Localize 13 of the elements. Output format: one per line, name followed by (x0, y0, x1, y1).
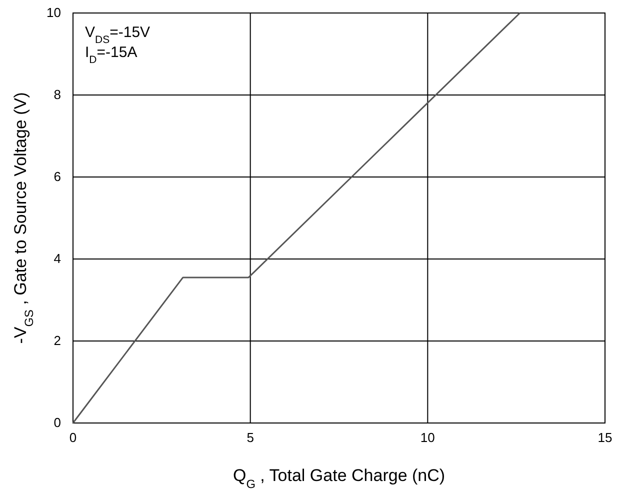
y-tick-label: 2 (54, 333, 61, 348)
x-tick-label: 5 (246, 430, 254, 446)
x-tick-label: 0 (69, 430, 77, 446)
x-tick-label: 15 (598, 430, 612, 446)
annotation: V$_{DS}$=-15V (85, 24, 150, 46)
y-tick-label: 6 (54, 169, 61, 184)
x-axis-title: Q$_{G}$ , Total Gate Charge (nC) (232, 466, 446, 491)
x-tick-label: 10 (420, 430, 435, 446)
annotation: I$_{D}$=-15A (85, 44, 138, 66)
y-tick-label: 0 (54, 415, 61, 430)
y-tick-label: 8 (54, 87, 61, 102)
y-tick-label: 10 (46, 5, 61, 20)
y-tick-label: 4 (54, 251, 61, 266)
